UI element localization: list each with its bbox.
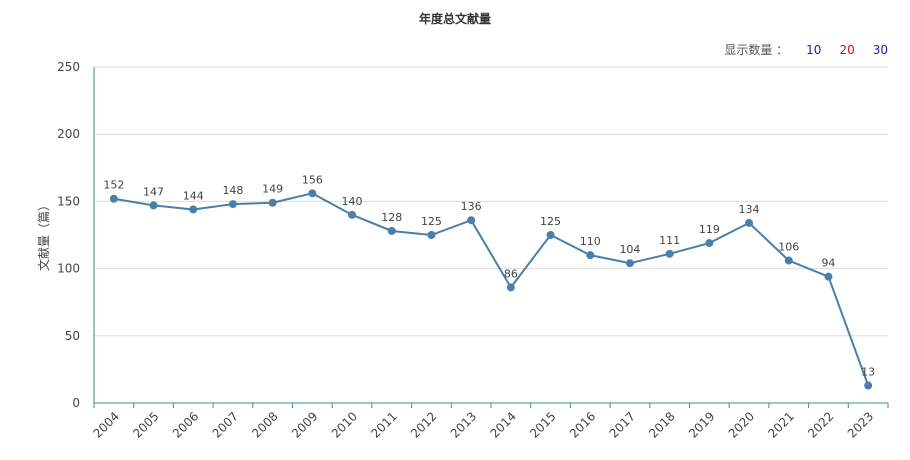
grid-lines bbox=[94, 66, 888, 337]
data-point[interactable] bbox=[427, 231, 436, 239]
x-tick-label: 2008 bbox=[249, 409, 280, 440]
data-point[interactable] bbox=[864, 381, 873, 390]
data-label: 125 bbox=[540, 215, 561, 228]
data-label: 119 bbox=[699, 223, 720, 236]
data-label: 128 bbox=[381, 211, 402, 224]
x-tick-label: 2023 bbox=[845, 409, 876, 440]
data-point[interactable] bbox=[348, 210, 357, 219]
y-tick-label: 150 bbox=[57, 194, 80, 208]
display-count-option-20[interactable]: 20 bbox=[839, 42, 855, 57]
y-tick-label: 50 bbox=[65, 329, 80, 343]
x-tick-label: 2009 bbox=[289, 409, 320, 440]
x-tick-label: 2006 bbox=[170, 409, 201, 440]
x-tick-label: 2021 bbox=[765, 409, 796, 440]
data-point[interactable] bbox=[268, 198, 277, 207]
data-labels: 152 147 144 148 149 156 140 128 125 136 86 125 110 10… bbox=[103, 173, 875, 378]
x-tick-label: 2005 bbox=[130, 409, 161, 440]
x-tick-label: 2022 bbox=[805, 409, 836, 440]
x-tick-labels: 2004 2005 2006 2007 2008 2009 2010 2011 2012 2013… bbox=[90, 409, 876, 440]
data-label: 149 bbox=[262, 183, 283, 196]
data-point[interactable] bbox=[784, 256, 793, 265]
x-tick-label: 2018 bbox=[646, 409, 677, 440]
data-point[interactable] bbox=[189, 205, 198, 214]
data-label: 125 bbox=[421, 215, 442, 228]
data-label: 104 bbox=[619, 243, 640, 256]
data-label: 140 bbox=[342, 195, 363, 208]
data-label: 94 bbox=[821, 257, 835, 270]
x-tick-label: 2017 bbox=[607, 409, 638, 440]
data-label: 111 bbox=[659, 234, 680, 247]
data-label: 110 bbox=[580, 235, 601, 248]
data-point[interactable] bbox=[586, 251, 595, 260]
data-label: 152 bbox=[103, 179, 124, 192]
x-tick-label: 2014 bbox=[487, 409, 518, 440]
x-tick-label: 2015 bbox=[527, 409, 558, 440]
data-point[interactable] bbox=[625, 259, 634, 268]
y-tick-labels: 0 50 100 150 200 250 bbox=[57, 60, 80, 410]
series bbox=[109, 189, 873, 390]
data-point[interactable] bbox=[228, 200, 237, 209]
data-label: 147 bbox=[143, 185, 164, 198]
y-axis-label: 文献量（篇） bbox=[36, 199, 51, 271]
x-tick-label: 2016 bbox=[567, 409, 598, 440]
y-tick-label: 100 bbox=[57, 262, 80, 276]
data-label: 86 bbox=[504, 267, 518, 280]
data-point[interactable] bbox=[467, 216, 476, 225]
data-label: 134 bbox=[739, 203, 760, 216]
x-tick-label: 2010 bbox=[329, 409, 360, 440]
data-point[interactable] bbox=[506, 283, 515, 292]
x-tick-label: 2019 bbox=[686, 409, 717, 440]
data-label: 156 bbox=[302, 173, 323, 186]
x-tick-label: 2007 bbox=[210, 409, 241, 440]
display-count-label: 显示数量 ： bbox=[724, 43, 789, 57]
data-point[interactable] bbox=[665, 249, 674, 258]
data-point[interactable] bbox=[824, 272, 833, 281]
axes bbox=[93, 67, 889, 408]
data-point[interactable] bbox=[745, 218, 754, 227]
x-tick-label: 2013 bbox=[448, 409, 479, 440]
y-tick-label: 250 bbox=[57, 60, 80, 74]
display-count-selector: 显示数量 ： 10 20 30 bbox=[724, 41, 888, 58]
data-point[interactable] bbox=[387, 226, 396, 235]
series-line bbox=[113, 192, 870, 386]
data-label: 148 bbox=[222, 184, 243, 197]
chart-title: 年度总文献量 bbox=[418, 12, 491, 26]
x-tick-label: 2011 bbox=[368, 409, 399, 440]
y-tick-label: 0 bbox=[72, 396, 80, 410]
data-point[interactable] bbox=[308, 189, 317, 198]
data-point[interactable] bbox=[546, 231, 555, 239]
data-point[interactable] bbox=[109, 194, 118, 203]
data-label: 136 bbox=[461, 200, 482, 213]
data-point[interactable] bbox=[705, 239, 714, 248]
x-tick-label: 2020 bbox=[726, 409, 757, 440]
x-tick-label: 2012 bbox=[408, 409, 439, 440]
data-point[interactable] bbox=[149, 201, 158, 210]
data-label: 144 bbox=[183, 189, 204, 202]
y-tick-label: 200 bbox=[57, 127, 80, 141]
display-count-option-30[interactable]: 30 bbox=[872, 42, 888, 57]
data-label: 13 bbox=[861, 366, 875, 379]
display-count-option-10[interactable]: 10 bbox=[806, 42, 822, 57]
data-label: 106 bbox=[778, 241, 799, 254]
x-tick-label: 2004 bbox=[90, 409, 121, 440]
